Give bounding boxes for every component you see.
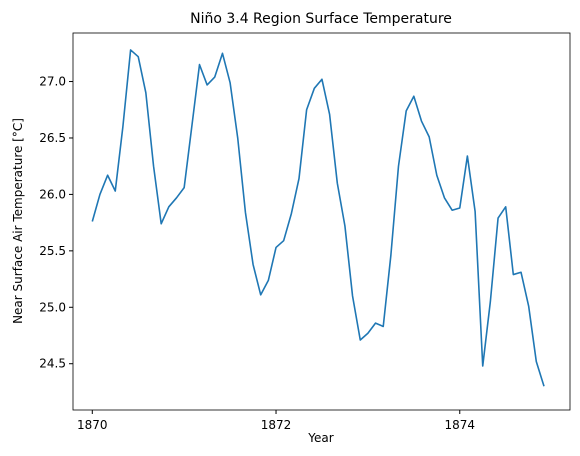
y-tick-label: 25.5 [39, 244, 66, 258]
y-tick-label: 27.0 [39, 75, 66, 89]
y-tick-label: 25.0 [39, 300, 66, 314]
x-tick-label: 1872 [261, 418, 292, 432]
axes-frame [72, 32, 571, 411]
y-tick-label: 26.5 [39, 131, 66, 145]
y-axis-label: Near Surface Air Temperature [°C] [11, 118, 25, 324]
chart-title: Niño 3.4 Region Surface Temperature [190, 11, 452, 27]
x-tick-label: 1874 [444, 418, 475, 432]
x-axis-label: Year [307, 431, 333, 445]
y-tick-label: 26.0 [39, 187, 66, 201]
x-tick-label: 1870 [77, 418, 108, 432]
y-tick-label: 24.5 [39, 357, 66, 371]
data-line [91, 49, 545, 387]
